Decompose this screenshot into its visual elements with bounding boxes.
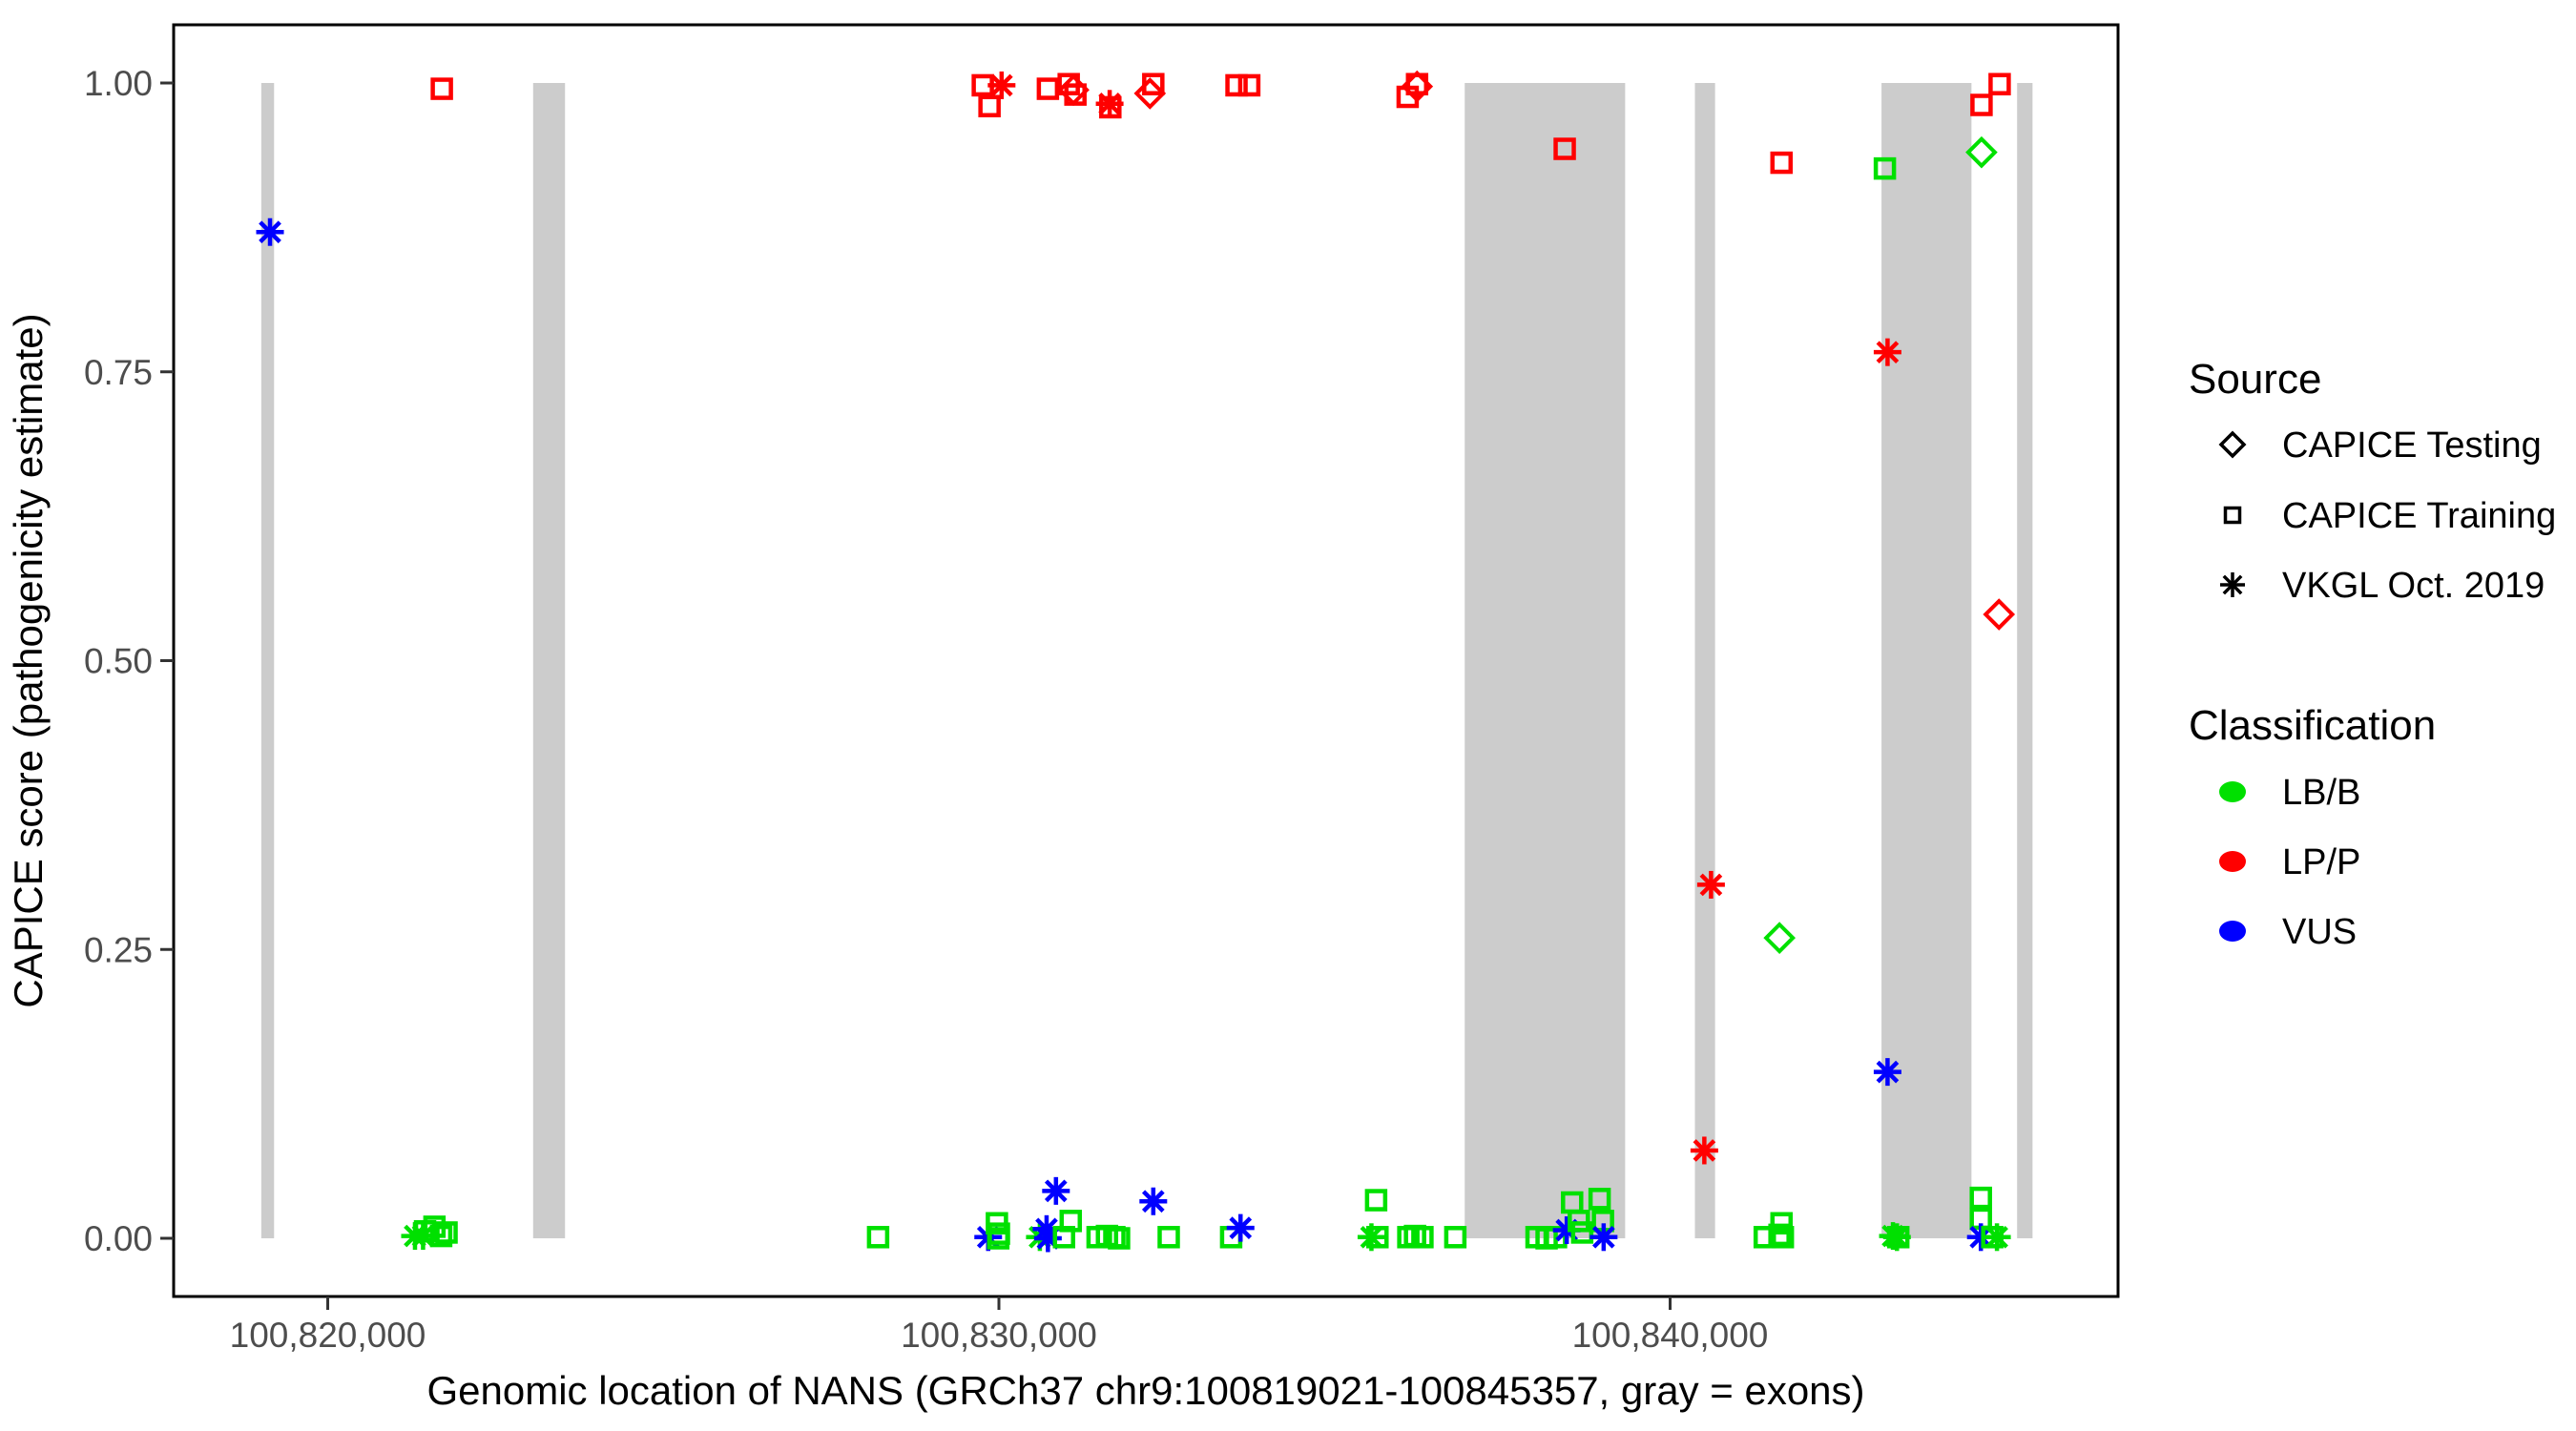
asterisk-marker-icon (987, 71, 1016, 99)
asterisk-marker-icon (1696, 870, 1725, 899)
diamond-marker-icon (1401, 70, 1434, 103)
square-marker-icon (1237, 73, 1261, 97)
legend-source-item-label: CAPICE Testing (2282, 425, 2542, 466)
exon-band (1881, 83, 1972, 1238)
legend-source-item-label: CAPICE Training (2282, 496, 2556, 536)
exon-band (532, 83, 566, 1238)
y-axis-title: CAPICE score (pathogenicity estimate) (6, 313, 51, 1007)
square-marker-icon (1099, 95, 1122, 119)
square-marker-icon (978, 94, 1001, 117)
square-marker-icon (1970, 93, 1993, 116)
square-marker-icon (1770, 151, 1794, 175)
square-marker-icon (1886, 1226, 1910, 1249)
square-marker-icon (1366, 1226, 1389, 1249)
asterisk-marker-icon (1042, 1176, 1070, 1205)
square-marker-icon (1873, 156, 1897, 180)
asterisk-marker-icon (1589, 1223, 1618, 1252)
square-marker-icon (1553, 137, 1576, 160)
diamond-marker-icon (1133, 77, 1167, 110)
y-tick-label: 0.50 (84, 642, 153, 681)
square-marker-icon (1108, 1227, 1131, 1250)
square-marker-icon (430, 77, 453, 100)
square-marker-icon (1364, 1189, 1388, 1212)
exon-band (260, 83, 275, 1238)
square-marker-icon (1411, 1226, 1434, 1249)
exon-band (1694, 83, 1715, 1238)
square-marker-icon (1036, 77, 1060, 100)
diamond-marker-icon (1983, 598, 2016, 631)
asterisk-marker-icon (1983, 1223, 2011, 1252)
square-marker-icon (1588, 1188, 1611, 1211)
x-tick-label: 100,840,000 (1572, 1316, 1769, 1355)
legend-color-dot-icon (2219, 921, 2246, 942)
legend-color-dot-icon (2219, 781, 2246, 802)
exon-band (2017, 83, 2033, 1238)
y-tick-label: 0.25 (84, 930, 153, 969)
y-tick-label: 1.00 (84, 64, 153, 103)
x-axis-title: Genomic location of NANS (GRCh37 chr9:10… (426, 1368, 1864, 1413)
square-marker-icon (1064, 83, 1087, 106)
asterisk-marker-icon (1873, 1058, 1901, 1087)
square-marker-icon (1770, 1212, 1794, 1235)
asterisk-marker-icon (1226, 1213, 1255, 1242)
asterisk-marker-icon (1139, 1187, 1168, 1215)
legend-classification-title: Classification (2189, 702, 2436, 749)
x-tick-label: 100,830,000 (901, 1316, 1097, 1355)
square-marker-icon (1225, 73, 1248, 97)
square-marker-icon (2223, 506, 2242, 525)
square-marker-icon (429, 1224, 453, 1248)
y-tick-label: 0.75 (84, 353, 153, 392)
legend-source-item-label: VKGL Oct. 2019 (2282, 566, 2545, 606)
square-marker-icon (866, 1226, 890, 1249)
legend-source-title: Source (2189, 356, 2321, 403)
legend-classification-item-label: LP/P (2282, 842, 2360, 882)
square-marker-icon (1768, 1223, 1791, 1247)
asterisk-marker-icon (256, 218, 284, 246)
square-marker-icon (1570, 1221, 1594, 1244)
square-marker-icon (987, 1227, 1010, 1250)
x-tick-label: 100,820,000 (230, 1316, 426, 1355)
square-marker-icon (1568, 1210, 1590, 1233)
square-marker-icon (1444, 1226, 1467, 1249)
asterisk-marker-icon (1873, 338, 1901, 366)
square-marker-icon (1157, 1226, 1180, 1249)
exon-band (1465, 83, 1626, 1238)
asterisk-marker-icon (2220, 572, 2245, 597)
square-marker-icon (1969, 1186, 1992, 1210)
asterisk-marker-icon (1690, 1136, 1718, 1165)
diamond-marker-icon (1763, 922, 1796, 954)
diamond-marker-icon (2218, 430, 2247, 459)
square-marker-icon (1059, 1210, 1083, 1233)
legend-classification-item-label: LB/B (2282, 773, 2360, 813)
square-marker-icon (1988, 73, 2011, 95)
diamond-marker-icon (1965, 135, 1998, 169)
y-tick-label: 0.00 (84, 1219, 153, 1258)
square-marker-icon (435, 1221, 458, 1244)
legend-color-dot-icon (2219, 851, 2246, 872)
square-marker-icon (1771, 1226, 1795, 1249)
square-marker-icon (1142, 73, 1165, 95)
panel-border (172, 23, 2120, 1298)
legend-classification-item-label: VUS (2282, 912, 2357, 952)
